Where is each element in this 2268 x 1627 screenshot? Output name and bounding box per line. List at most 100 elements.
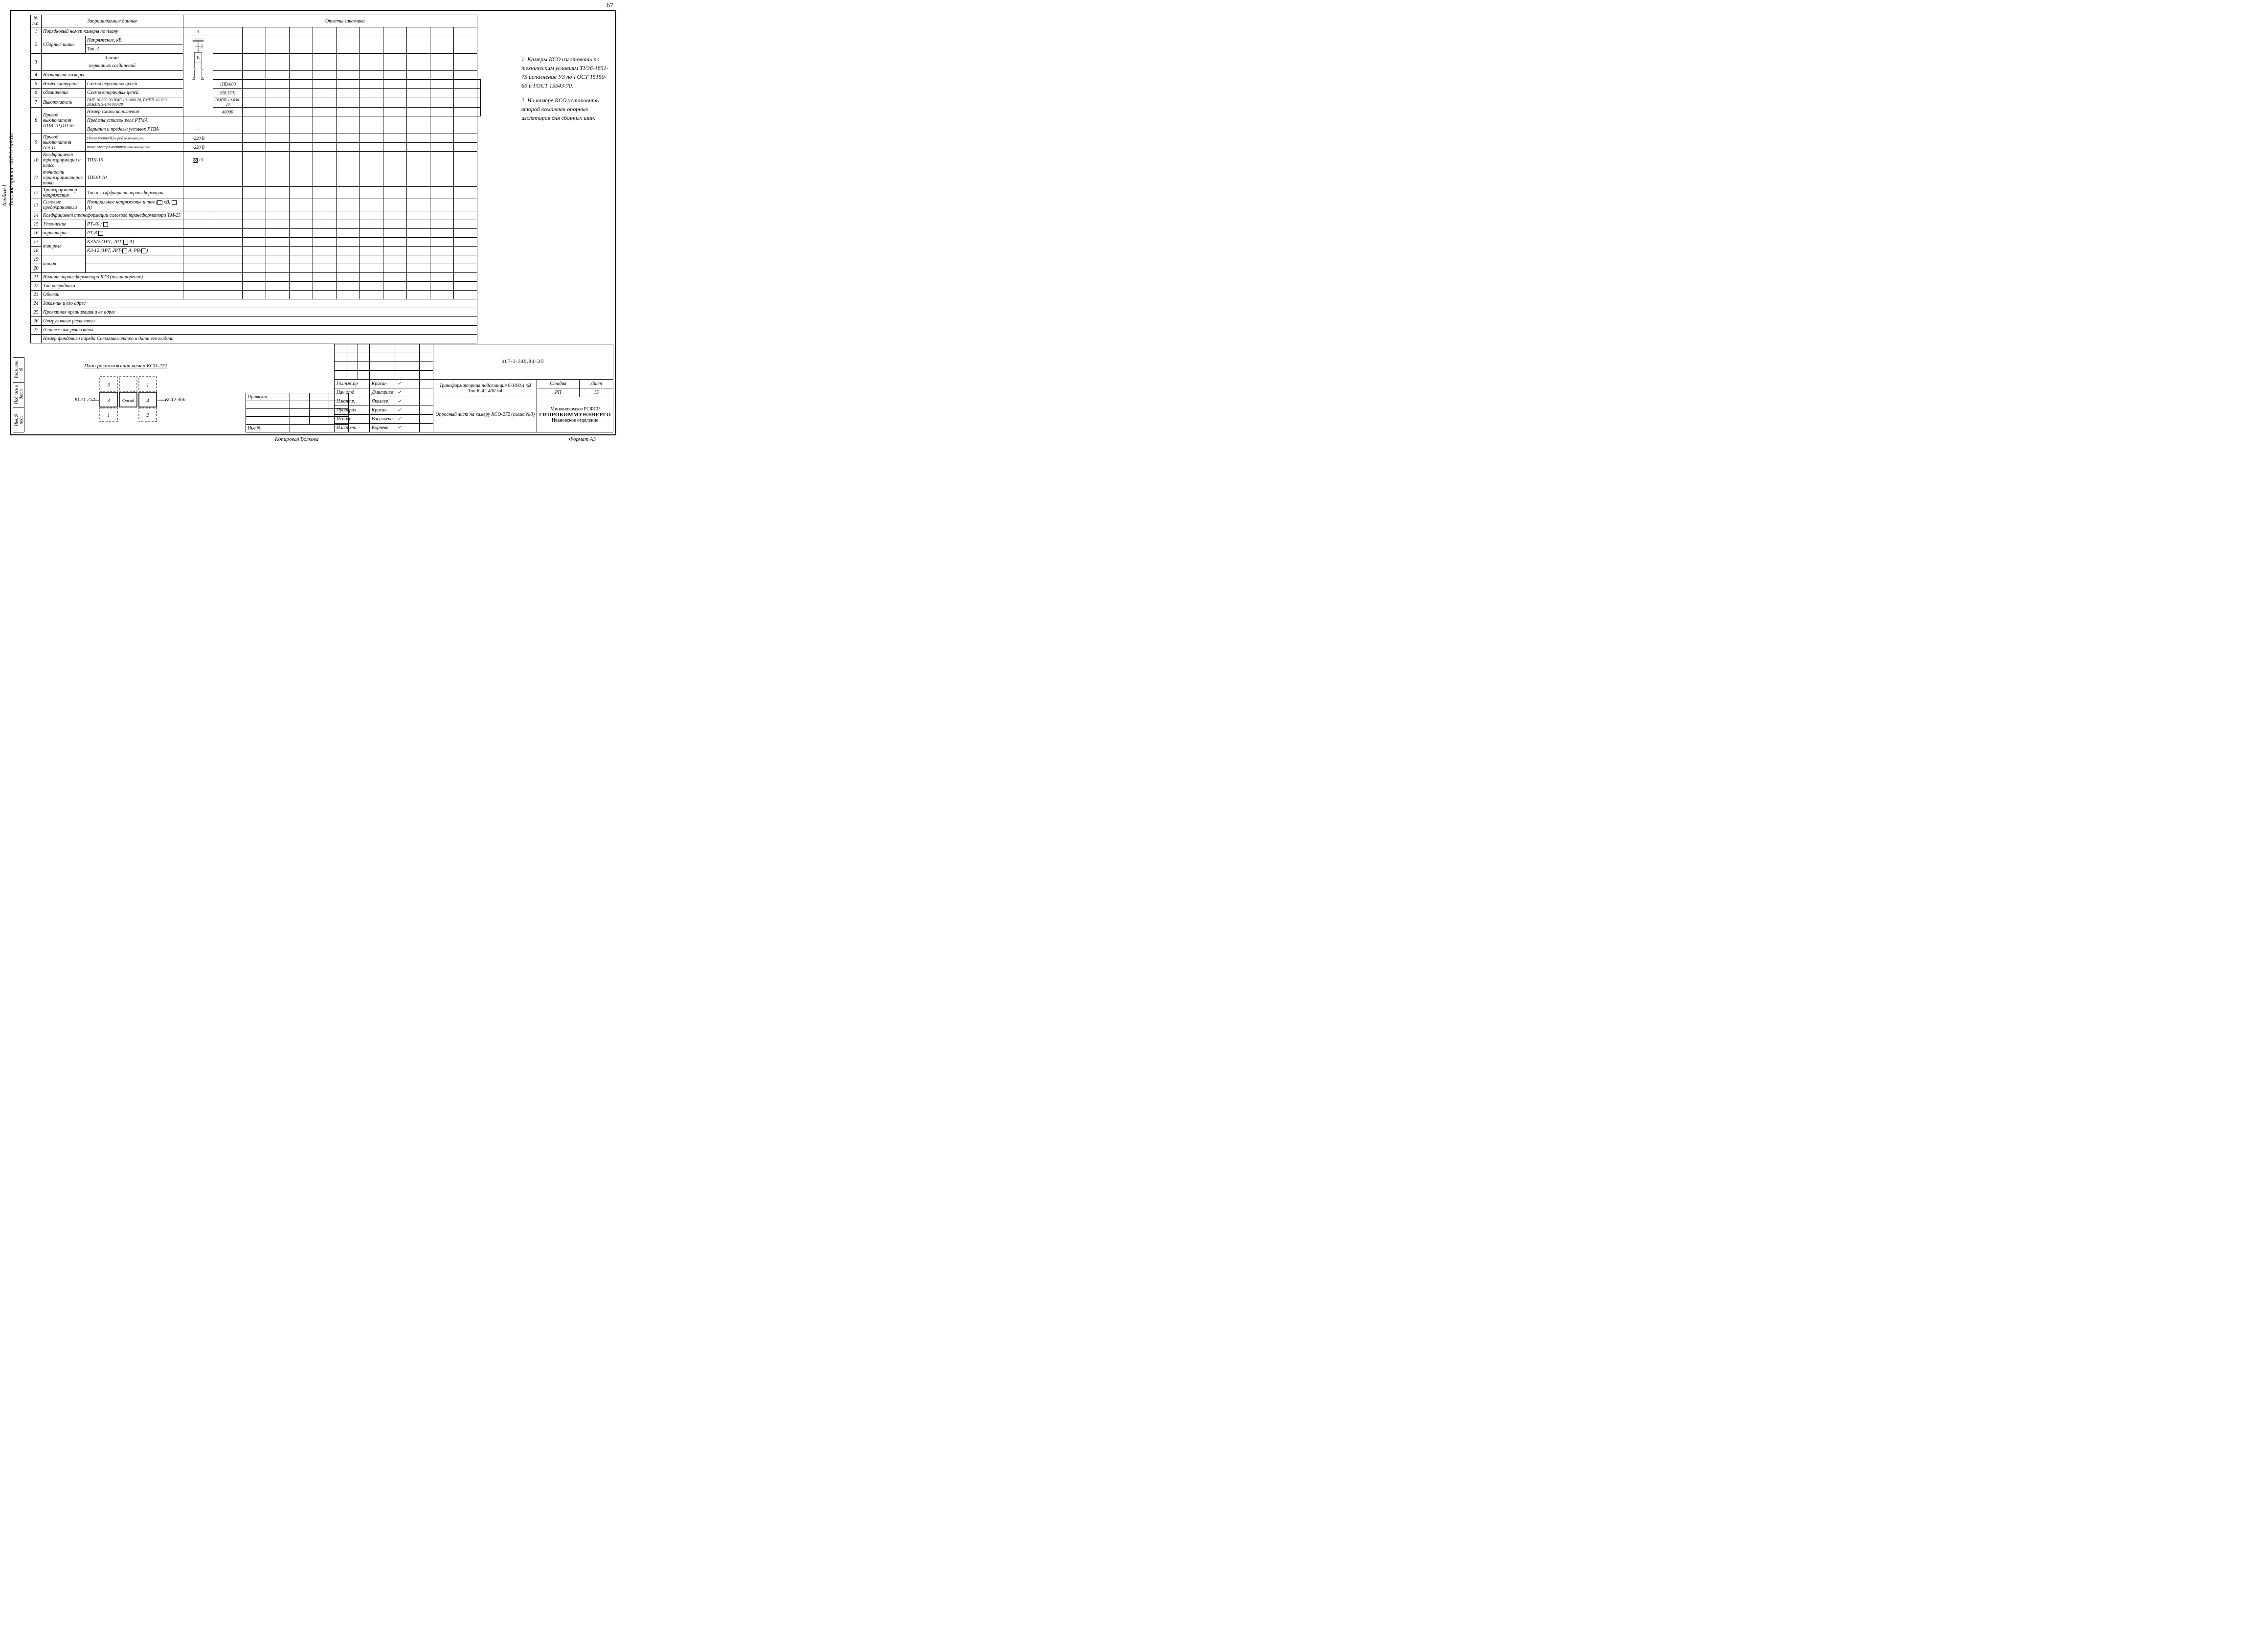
tb-name-1: Дмитриев <box>369 388 395 397</box>
r12-n: 12 <box>31 187 42 199</box>
r8-l2b: Пределы уставок реле РТМА <box>86 116 183 125</box>
tb-role-1: Нач.отд <box>334 388 369 397</box>
r15-n: 15 <box>31 220 42 229</box>
r2-l1: Сборные шины <box>42 36 86 54</box>
r4-l: Назначение камеры <box>42 71 183 80</box>
col-num: № п.п. <box>31 15 42 27</box>
note-2: 2. На камере КСО установить второй компл… <box>521 96 609 122</box>
r21-l: Наличие трансформатора КТЗ (полшинорение… <box>42 273 183 282</box>
r19-l1: типов <box>42 255 86 273</box>
tb-name-5: Корнева <box>369 424 395 432</box>
tb-sig-4: ✓ <box>395 415 420 424</box>
r11-n: 11 <box>31 169 42 187</box>
r10-a: / 5 <box>183 152 213 169</box>
r11-l2: ТПОЛ-10 <box>86 169 183 187</box>
plan-block: План расположения камер КСО-272 КСО-272 … <box>65 363 187 426</box>
footer-kopi: Копировал Волкова <box>275 436 318 442</box>
col-answer-first <box>183 15 213 27</box>
left-margin: Типовой проект 407-3-349.84 Альбом I <box>0 11 10 434</box>
r6-l2: Схемы вторичных цепей <box>86 89 183 97</box>
svg-text:1: 1 <box>108 413 110 418</box>
tb-code: 407-3-349.84-ЭП <box>433 344 613 380</box>
tb-sheet-h: Лист <box>580 380 613 388</box>
r9-n: 9 <box>31 134 42 152</box>
r12-l2: Тип и коэффициент трансформации <box>86 187 183 199</box>
title-block: 407-3-349.84-ЭП Гл.инж.пр Красин ✓ Транс… <box>334 344 613 432</box>
r24-n: 24 <box>31 299 42 308</box>
r1-n: 1 <box>31 27 42 36</box>
tb-name-2: Яковлев <box>369 397 395 406</box>
project-code: Типовой проект 407-3-349.84 <box>8 133 15 206</box>
main-table: № п.п. Запрашиваемые данные Ответы заказ… <box>30 15 481 343</box>
r6-l1: обозначение <box>42 89 86 97</box>
r22-n: 22 <box>31 282 42 291</box>
r26-l: Отгрузочные реквизиты <box>42 317 477 326</box>
r14-l: Коэффициент трансформации силового транс… <box>42 211 183 220</box>
r2-l2b: Ток, А <box>86 45 183 54</box>
r9-ab: ~220 В <box>183 143 213 152</box>
r5-n: 5 <box>31 80 42 89</box>
r7-n: 7 <box>31 97 42 108</box>
tb-sig-0: ✓ <box>395 380 420 388</box>
r17-n: 17 <box>31 238 42 247</box>
r2-n: 2 <box>31 36 42 54</box>
r4-n: 4 <box>31 71 42 80</box>
r23-n: 23 <box>31 291 42 299</box>
stamp-3: Взам.инв.№ <box>14 358 23 381</box>
tb-name-3: Красин <box>369 406 395 415</box>
r11-l1: точности трансформаторов тока <box>42 169 86 187</box>
r25-l: Проектная организация и ее адрес <box>42 308 477 317</box>
r25-n: 25 <box>31 308 42 317</box>
r7-a: ВМПП-10-630-20 <box>213 97 243 108</box>
r24-l: Заказчик и его адрес <box>42 299 477 308</box>
r19-n: 19 <box>31 255 42 264</box>
r9-l2c: тока электромагнитов отключающего <box>86 143 183 152</box>
col-request: Запрашиваемые данные <box>42 15 183 27</box>
r20-n: 20 <box>31 264 42 273</box>
r27-l: Платежные реквизиты <box>42 326 477 335</box>
svg-text:Фасад: Фасад <box>122 398 135 403</box>
schema-diagram-icon: В <box>184 37 212 86</box>
tb-stage: РП <box>537 388 580 397</box>
footer-format: Формат А3 <box>569 436 596 442</box>
tb-sig-5: ✓ <box>395 424 420 432</box>
r17-l1: тик реле <box>42 238 86 255</box>
r13-l1: Силовые предохранители <box>42 199 86 211</box>
album-label: Альбом I <box>1 185 8 206</box>
stamp-1: Инв.№ подл. <box>14 408 23 430</box>
r6-a: 320.3701 <box>213 89 243 97</box>
r21-n: 21 <box>31 273 42 282</box>
svg-text:2: 2 <box>147 413 149 418</box>
r5-a: 1ПВ-600 <box>213 80 243 89</box>
r3-l: Схемапервичных соединений <box>42 54 183 71</box>
schema-cell: В <box>183 36 213 116</box>
page-number: 67 <box>606 2 613 10</box>
r8-aa: 40000 <box>213 108 243 116</box>
tb-role-3: Проверил <box>334 406 369 415</box>
tb-title3: Опросный лист на камеру КСО-272 (схема №… <box>433 397 537 432</box>
tb-role-2: Н.контр. <box>334 397 369 406</box>
mid-inv: Инв № <box>246 425 290 432</box>
r2-l2a: Напряжение, кВ <box>86 36 183 45</box>
r10-l2: ТПЛ-10 <box>86 152 183 169</box>
svg-text:В: В <box>197 55 200 60</box>
r3-n: 3 <box>31 54 42 71</box>
r23-l: Объект <box>42 291 183 299</box>
tb-stage-h: Стадия <box>537 380 580 388</box>
plan-diagram-icon: КСО-272 КСО-366 3 1 3 Фасад 4 1 2 <box>65 372 187 426</box>
r18-l2: КЗ-12 (1РТ, 2РТ- А, РВ-) <box>86 247 183 255</box>
r13-n: 13 <box>31 199 42 211</box>
svg-text:3: 3 <box>107 383 110 388</box>
r12-l1: Трансформатор напряжения <box>42 187 86 199</box>
r15-l2: РТ-40 / <box>86 220 183 229</box>
r16-l1: характерис- <box>42 229 86 238</box>
r8-l2a: Номер схемы исполнения <box>86 108 183 116</box>
tb-role-5: Н.исполн. <box>334 424 369 432</box>
tb-org: Минжилкомхоз РСФСР ГИПРОКОММУНЭНЕРГО Ива… <box>537 397 613 432</box>
r5-l2: Схемы первичных цепей <box>86 80 183 89</box>
r22-l: Тип разрядника <box>42 282 183 291</box>
r17-l2: КЗ 9/2 (1РТ, 2РТ- А) <box>86 238 183 247</box>
r26-n: 26 <box>31 317 42 326</box>
stamp-2: Подпись и дата <box>14 383 23 406</box>
r7-l1: Выключатель <box>42 97 86 108</box>
